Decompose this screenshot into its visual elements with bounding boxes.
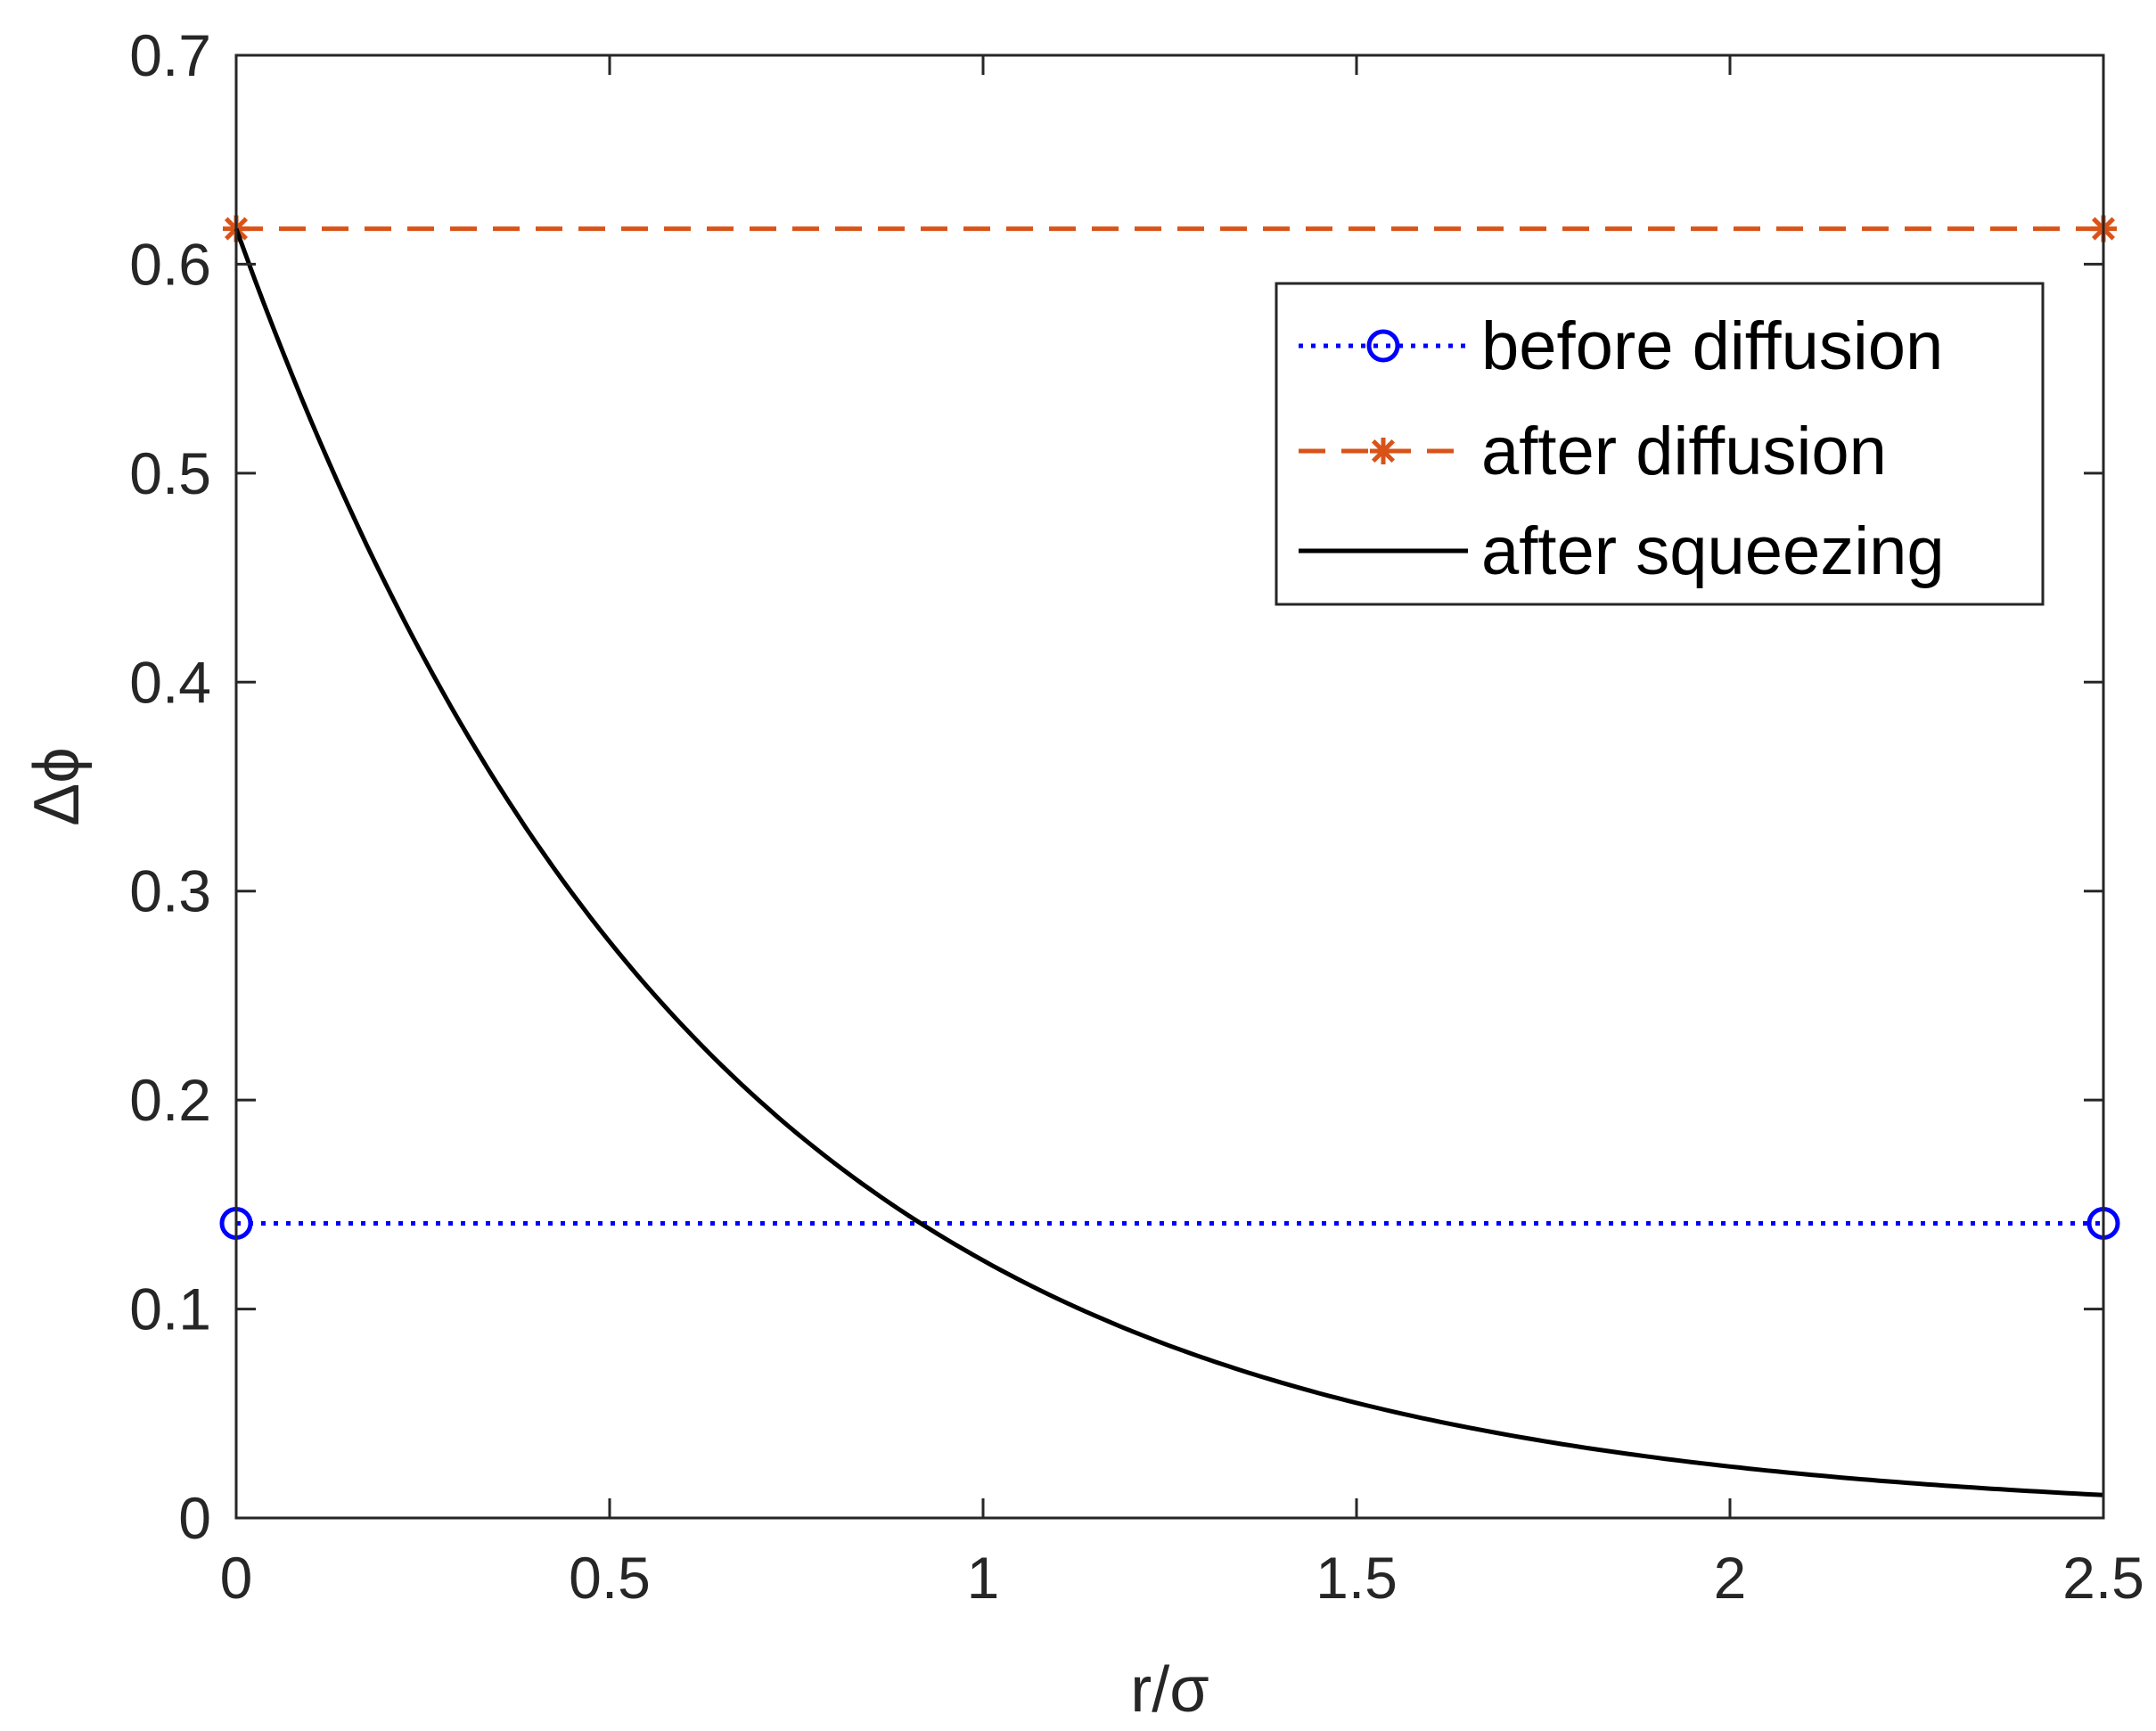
legend-label-2: after squeezing [1481, 513, 1945, 589]
y-axis-label: Δϕ [21, 747, 93, 825]
y-tick-label: 0.4 [129, 649, 211, 715]
legend-marker-0 [1366, 329, 1400, 363]
plot-area-frame [234, 53, 2105, 1520]
y-tick-label: 0.1 [129, 1276, 211, 1342]
y-tick-label: 0.2 [129, 1067, 211, 1133]
x-tick-label: 0 [220, 1545, 253, 1611]
y-tick-label: 0.6 [129, 231, 211, 297]
x-tick-label: 2 [1714, 1545, 1747, 1611]
x-tick-label: 1 [967, 1545, 1000, 1611]
x-axis-label: r/σ [1130, 1654, 1209, 1726]
series-line-2 [234, 227, 2104, 1497]
legend-marker-1 [1370, 438, 1397, 464]
tick-layer: 0 0.5 1 1.5 2 2.5 0 0.1 0.2 0.3 0.4 0.5 0.6 0.7 [129, 22, 2144, 1611]
x-tick-label: 1.5 [1316, 1545, 1398, 1611]
legend-label-1: after diffusion [1481, 414, 1887, 489]
legend: before diffusion after diffusion after squ… [1275, 282, 2045, 606]
legend-label-0: before diffusion [1481, 308, 1943, 384]
y-tick-label: 0 [178, 1485, 211, 1551]
x-tick-label: 2.5 [2062, 1545, 2144, 1611]
y-tick-label: 0.5 [129, 440, 211, 506]
y-tick-label: 0.7 [129, 22, 211, 88]
y-tick-label: 0.3 [129, 858, 211, 924]
x-tick-label: 0.5 [569, 1545, 651, 1611]
